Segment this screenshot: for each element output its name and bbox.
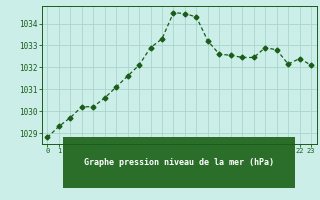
X-axis label: Graphe pression niveau de la mer (hPa): Graphe pression niveau de la mer (hPa) — [84, 158, 274, 167]
